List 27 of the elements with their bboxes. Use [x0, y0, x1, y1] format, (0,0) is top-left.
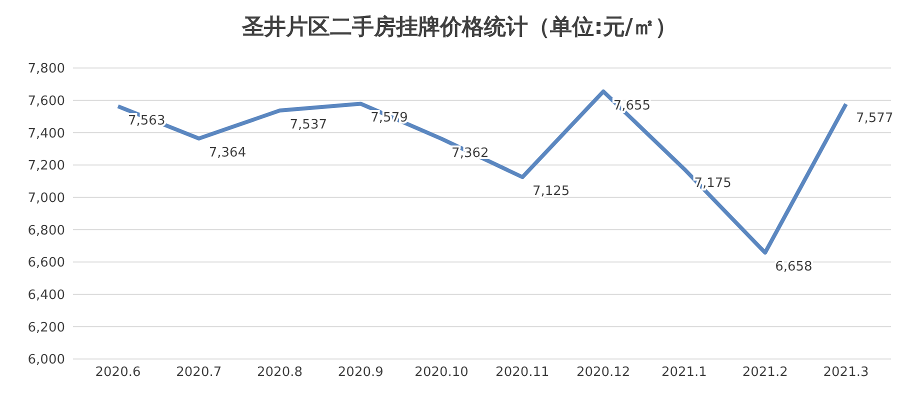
- y-tick-label: 7,400: [28, 126, 65, 142]
- x-tick-label: 2021.3: [823, 365, 869, 380]
- y-tick-label: 6,200: [28, 320, 65, 336]
- line-series: [116, 89, 848, 255]
- data-label: 7,537: [290, 118, 327, 133]
- data-label: 7,125: [532, 184, 570, 200]
- y-tick-label: 6,000: [28, 352, 65, 368]
- x-tick-label: 2020.11: [496, 365, 550, 380]
- y-tick-label: 7,000: [28, 190, 65, 206]
- x-tick-label: 2020.12: [576, 365, 630, 380]
- data-label: 7,364: [208, 145, 246, 160]
- x-tick-label: 2020.9: [338, 365, 384, 380]
- x-tick-label: 2021.1: [661, 365, 707, 380]
- y-tick-label: 7,200: [28, 158, 65, 174]
- data-label: 6,658: [775, 260, 812, 275]
- x-tick-label: 2020.6: [95, 365, 141, 380]
- x-tick-label: 2020.8: [257, 365, 303, 380]
- y-tick-label: 6,400: [28, 288, 65, 303]
- y-tick-label: 6,600: [28, 256, 65, 271]
- y-tick-label: 7,600: [28, 94, 65, 109]
- chart-title: 圣井片区二手房挂牌价格统计（单位:元/㎡）: [240, 14, 678, 42]
- x-tick-label: 2020.10: [414, 365, 468, 380]
- y-tick-label: 7,800: [28, 62, 65, 77]
- y-tick-label: 6,800: [28, 223, 65, 238]
- x-tick-label: 2020.7: [176, 365, 222, 380]
- x-tick-label: 2021.2: [742, 365, 788, 380]
- data-label: 7,577: [856, 111, 894, 126]
